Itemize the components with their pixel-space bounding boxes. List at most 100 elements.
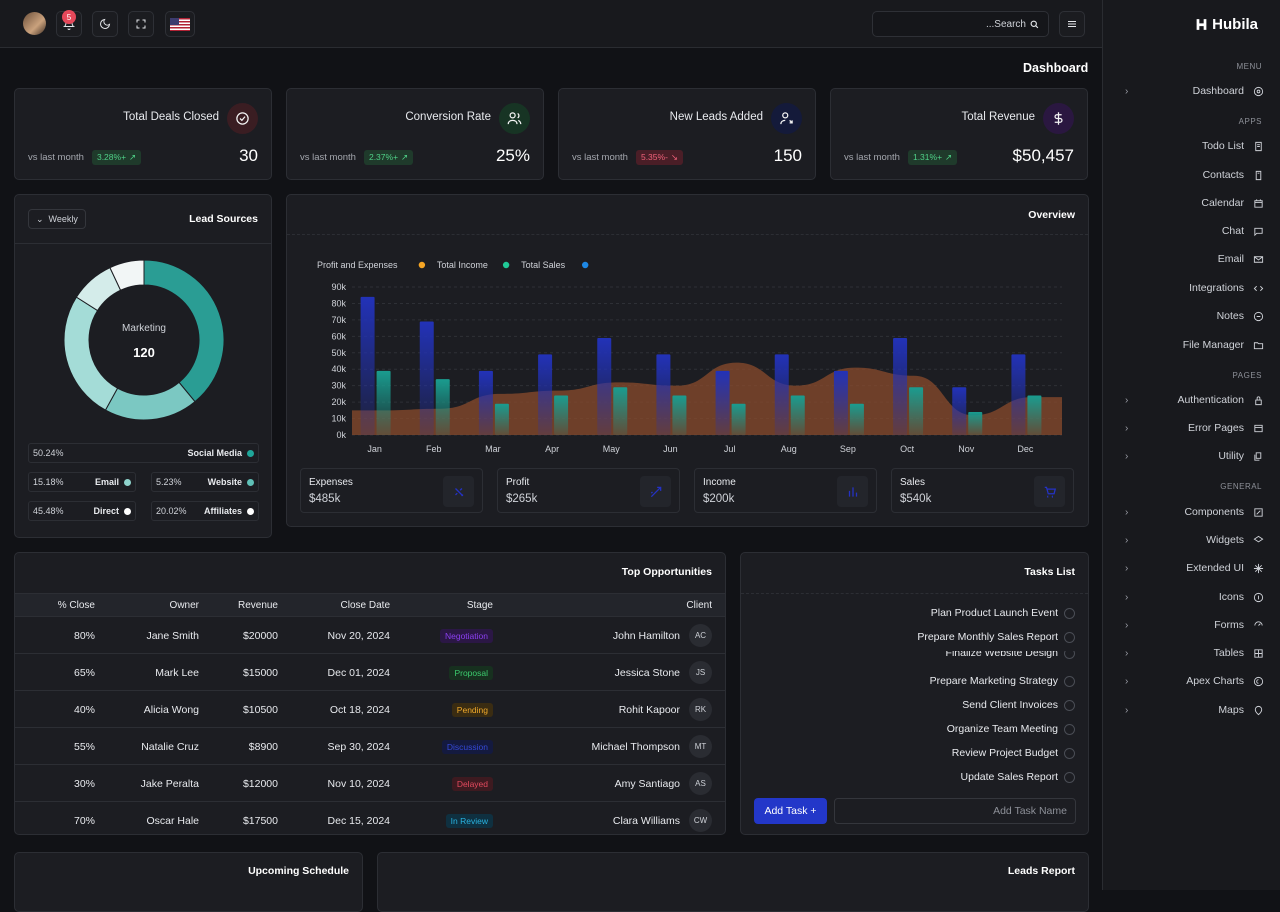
table-row[interactable]: 55% Natalie Cruz $8900 Sep 30, 2024 Discussi… — [15, 728, 725, 765]
fullscreen-button[interactable] — [128, 11, 154, 37]
th-client[interactable]: Client — [686, 600, 712, 611]
bar-income-mar[interactable] — [494, 403, 509, 435]
table-row[interactable]: 40% Alicia Wong $10500 Oct 18, 2024 Pending R… — [15, 691, 725, 728]
sidebar-item-error-pages[interactable]: › Error Pages — [1103, 418, 1280, 438]
sidebar-item-todo-list[interactable]: Todo List — [1103, 136, 1280, 156]
task-checkbox[interactable] — [1064, 607, 1075, 619]
bar-income-feb[interactable] — [435, 379, 450, 435]
lead-source-name-wrap: Website — [208, 477, 254, 487]
table-row[interactable]: 70% Oscar Hale $17500 Dec 15, 2024 In Review… — [15, 802, 725, 834]
table-row[interactable]: 30% Jake Peralta $12000 Nov 10, 2024 Delayed… — [15, 765, 725, 802]
bar-sales-dec[interactable] — [1011, 354, 1026, 435]
sidebar-item-label: Apex Charts — [1186, 675, 1244, 687]
lead-source-name: Direct — [93, 506, 119, 516]
task-item[interactable]: Plan Product Launch Event — [931, 605, 1075, 621]
sidebar-item-icons[interactable]: › Icons — [1103, 587, 1280, 607]
sidebar-item-notes[interactable]: Notes — [1103, 306, 1280, 326]
task-checkbox[interactable] — [1064, 771, 1075, 783]
bar-income-nov[interactable] — [968, 411, 983, 435]
th-close-date[interactable]: Close Date — [340, 600, 390, 611]
bar-sales-sep[interactable] — [833, 370, 848, 435]
task-item[interactable]: Organize Team Meeting — [947, 721, 1075, 737]
task-checkbox[interactable] — [1064, 651, 1075, 659]
menu-toggle-button[interactable] — [1059, 11, 1085, 37]
bar-income-sep[interactable] — [849, 403, 864, 435]
bar-income-may[interactable] — [613, 387, 628, 435]
trend-down-icon: ↘ — [670, 152, 679, 162]
sidebar-item-integrations[interactable]: Integrations — [1103, 278, 1280, 298]
user-avatar[interactable] — [23, 12, 46, 35]
sidebar-item-chat[interactable]: Chat — [1103, 221, 1280, 241]
task-item[interactable]: Finalize Website Design — [946, 651, 1075, 659]
th-owner[interactable]: Owner — [169, 600, 199, 611]
bar-sales-apr[interactable] — [538, 354, 553, 435]
table-row[interactable]: 65% Mark Lee $15000 Dec 01, 2024 Proposal Jes… — [15, 654, 725, 691]
donut-slice-affiliates[interactable] — [109, 259, 145, 291]
lead-source-name-wrap: Email — [95, 477, 131, 487]
sidebar-item-widgets[interactable]: › Widgets — [1103, 530, 1280, 550]
general-caption: GENERAL — [1220, 482, 1262, 491]
task-checkbox[interactable] — [1064, 723, 1075, 735]
sidebar-item-email[interactable]: Email — [1103, 249, 1280, 269]
sidebar-item-maps[interactable]: › Maps — [1103, 700, 1280, 720]
donut-slice-email[interactable] — [104, 381, 196, 421]
bar-income-aug[interactable] — [790, 395, 805, 435]
task-checkbox[interactable] — [1064, 631, 1075, 643]
sidebar-item-apex-charts[interactable]: › Apex Charts — [1103, 671, 1280, 691]
brand-logo[interactable]: Hubila — [1195, 16, 1258, 33]
cell-owner: Jake Peralta — [140, 778, 199, 790]
y-tick-label: 20k — [331, 397, 346, 407]
task-item[interactable]: Update Sales Report — [961, 769, 1075, 785]
sidebar-item-dashboard[interactable]: › Dashboard — [1103, 81, 1280, 101]
bar-income-jun[interactable] — [672, 395, 687, 435]
language-button[interactable] — [165, 11, 195, 37]
bar-income-jul[interactable] — [731, 403, 746, 435]
bar-sales-may[interactable] — [597, 337, 612, 435]
task-item[interactable]: Prepare Monthly Sales Report — [917, 629, 1075, 645]
bar-income-jan[interactable] — [376, 370, 391, 435]
x-tick-label: Feb — [426, 444, 442, 454]
task-item[interactable]: Send Client Invoices — [962, 697, 1075, 713]
sidebar-item-components[interactable]: › Components — [1103, 502, 1280, 522]
bar-sales-aug[interactable] — [774, 354, 789, 435]
bar-income-dec[interactable] — [1027, 395, 1042, 435]
table-row[interactable]: 80% Jane Smith $20000 Nov 20, 2024 Negotiati… — [15, 617, 725, 654]
task-checkbox[interactable] — [1064, 675, 1075, 687]
bar-sales-oct[interactable] — [893, 337, 908, 435]
task-checkbox[interactable] — [1064, 699, 1075, 711]
task-name-input[interactable]: Add Task Name — [834, 798, 1076, 824]
x-tick-label: Jun — [663, 444, 678, 454]
weekly-filter-dropdown[interactable]: ⌄ Weekly — [28, 209, 86, 229]
sidebar-item-forms[interactable]: › Forms — [1103, 615, 1280, 635]
add-task-button[interactable]: Add Task + — [754, 798, 827, 824]
task-checkbox[interactable] — [1064, 747, 1075, 759]
th-close[interactable]: % Close — [57, 600, 95, 611]
sidebar-item-extended-ui[interactable]: › Extended UI — [1103, 558, 1280, 578]
th-stage[interactable]: Stage — [466, 600, 493, 611]
lead-source-percent: 50.24% — [33, 448, 64, 458]
bar-sales-mar[interactable] — [478, 370, 493, 435]
task-item[interactable]: Review Project Budget — [952, 745, 1075, 761]
sidebar-item-utility[interactable]: › Utility — [1103, 446, 1280, 466]
bar-sales-jan[interactable] — [360, 296, 375, 435]
bar-sales-jul[interactable] — [715, 370, 730, 435]
theme-toggle-button[interactable] — [92, 11, 118, 37]
sidebar-item-authentication[interactable]: › Authentication — [1103, 390, 1280, 410]
bar-income-oct[interactable] — [909, 387, 924, 435]
th-revenue[interactable]: Revenue — [237, 600, 278, 611]
sidebar-item-contacts[interactable]: Contacts — [1103, 165, 1280, 185]
bar-sales-nov[interactable] — [952, 387, 967, 435]
sidebar-item-tables[interactable]: › Tables — [1103, 643, 1280, 663]
sidebar-item-file-manager[interactable]: File Manager — [1103, 335, 1280, 355]
x-tick-label: Oct — [900, 444, 915, 454]
bar-sales-feb[interactable] — [419, 321, 434, 435]
cell-revenue: $15000 — [242, 667, 278, 679]
bar-income-apr[interactable] — [554, 395, 569, 435]
legend-dot-0 — [418, 261, 426, 269]
sidebar-item-calendar[interactable]: Calendar — [1103, 193, 1280, 213]
search-input[interactable]: ...Search — [872, 11, 1049, 37]
bar-sales-jun[interactable] — [656, 354, 671, 435]
overview-chart: Profit and Expenses Total Income Total Sal… — [317, 260, 1062, 454]
donut-slice-social-media[interactable] — [143, 259, 225, 403]
task-item[interactable]: Prepare Marketing Strategy — [930, 673, 1075, 689]
